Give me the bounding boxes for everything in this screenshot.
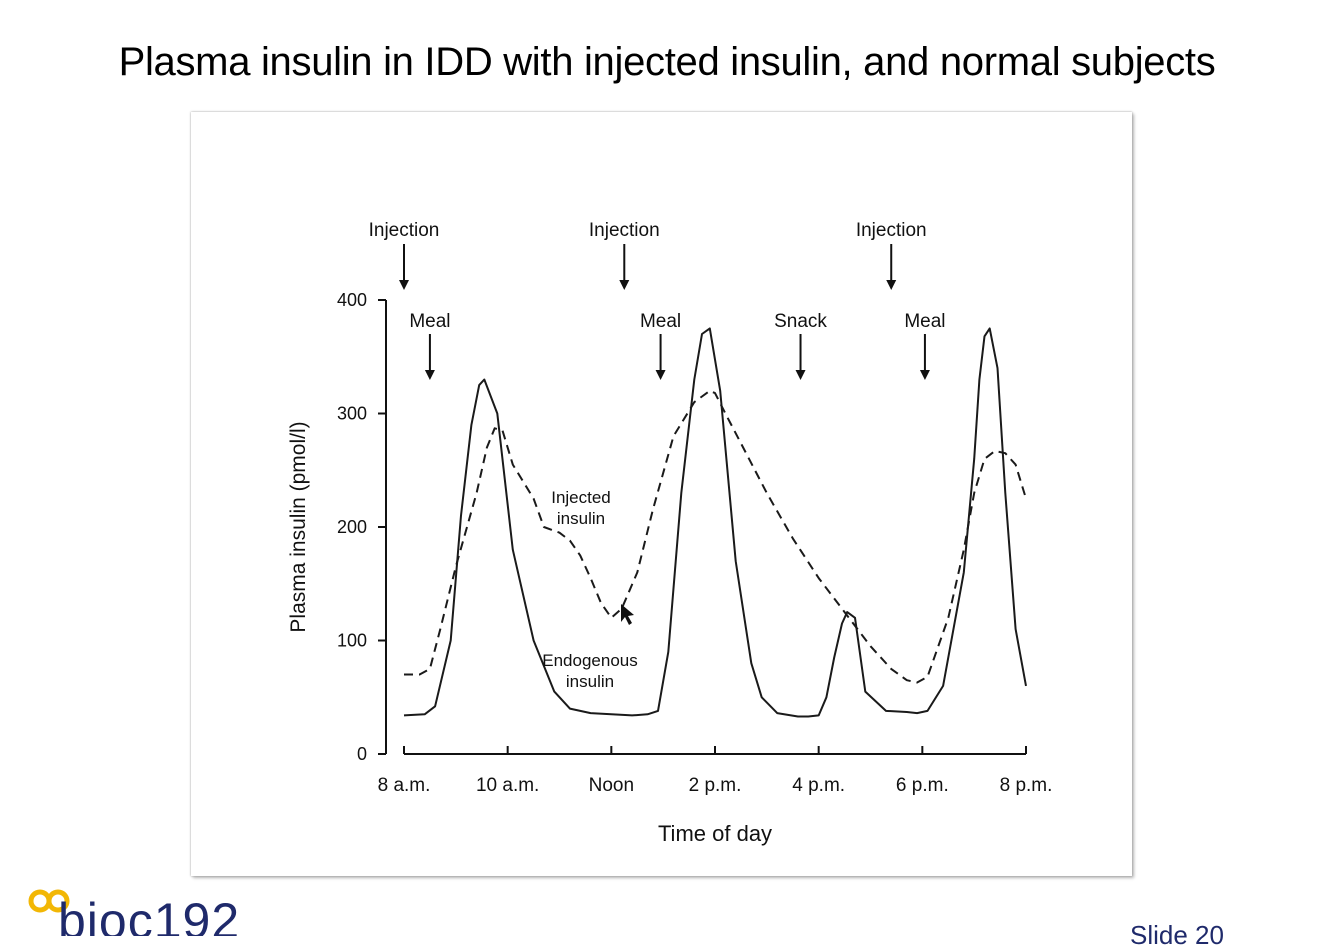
injection-annotation-label: Injection	[369, 220, 440, 241]
y-tick-label: 100	[337, 631, 367, 651]
meal-annotation-label: Meal	[409, 311, 450, 332]
snack-annotation-label: Snack	[774, 311, 827, 332]
x-tick-label: 2 p.m.	[689, 775, 742, 796]
down-arrow-icon	[919, 370, 930, 380]
x-tick-label: 8 p.m.	[1000, 775, 1053, 796]
logo-text: bioc192	[58, 893, 241, 936]
logo-rings-icon	[28, 889, 70, 913]
mouse-cursor-icon	[621, 604, 634, 625]
down-arrow-icon	[655, 370, 666, 380]
y-tick-label: 300	[337, 404, 367, 424]
logo-ring-left	[28, 889, 52, 913]
y-tick-label: 400	[337, 290, 367, 310]
x-tick-label: 8 a.m.	[378, 775, 431, 796]
x-tick-label: 4 p.m.	[792, 775, 845, 796]
chart-figure: 0 100 200 300 400 8 a.m. 10 a.m. Noon 2 p.m. 4 p.…	[191, 112, 1132, 876]
meal-annotation-label: Meal	[640, 311, 681, 332]
insulin-line-chart: 0 100 200 300 400 8 a.m. 10 a.m. Noon 2 p.m. 4 p.…	[287, 220, 1053, 846]
endogenous-insulin-label: insulin	[566, 672, 614, 691]
down-arrow-icon	[886, 280, 897, 290]
injection-annotation-label: Injection	[589, 220, 660, 241]
injection-annotation-label: Injection	[856, 220, 927, 241]
injected-insulin-label: Injected	[551, 488, 611, 507]
down-arrow-icon	[399, 280, 409, 290]
x-tick-label: Noon	[589, 775, 634, 796]
meal-annotation-label: Meal	[904, 311, 945, 332]
x-axis-label: Time of day	[658, 821, 772, 846]
slide-number: Slide 20	[1130, 920, 1224, 950]
x-tick-label: 10 a.m.	[476, 775, 539, 796]
bioc192-logo: bioc192	[28, 884, 328, 936]
injected-insulin-line	[404, 389, 1027, 684]
y-tick-label: 200	[337, 517, 367, 537]
y-axis-label: Plasma insulin (pmol/l)	[287, 421, 310, 632]
down-arrow-icon	[424, 370, 435, 380]
x-tick-label: 6 p.m.	[896, 775, 949, 796]
down-arrow-icon	[795, 370, 806, 380]
endogenous-insulin-line	[403, 327, 1027, 718]
y-tick-label: 0	[357, 744, 367, 764]
injected-insulin-label: insulin	[557, 509, 605, 528]
down-arrow-icon	[619, 280, 630, 290]
slide-title: Plasma insulin in IDD with injected insu…	[118, 40, 1216, 84]
logo-ring-right	[46, 889, 70, 913]
endogenous-insulin-label: Endogenous	[542, 651, 637, 670]
